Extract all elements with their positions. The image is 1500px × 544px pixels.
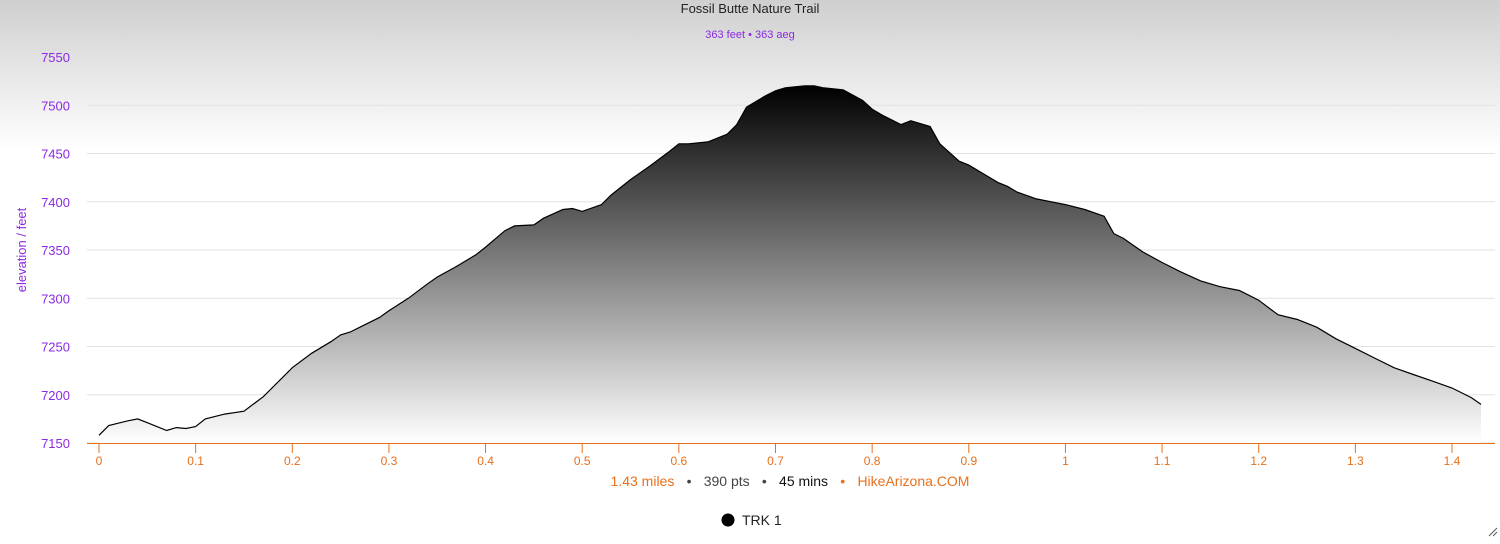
footer-separator: •: [679, 473, 699, 489]
elevation-series-line[interactable]: [98, 85, 1482, 436]
y-tick-label: 7200: [41, 388, 70, 403]
y-axis-ticks: 7150 7200 7250 7300 7350 7400 7450 7500 7550: [41, 50, 70, 451]
x-tick-label: 0.5: [574, 454, 591, 468]
y-tick-label: 7400: [41, 195, 70, 210]
y-tick-label: 7350: [41, 243, 70, 258]
legend-label[interactable]: TRK 1: [742, 512, 782, 528]
footer-site-link[interactable]: HikeArizona.COM: [857, 473, 969, 489]
footer-time: 45 mins: [779, 473, 828, 489]
x-tick-label: 1.2: [1250, 454, 1267, 468]
chart-subtitle: 363 feet • 363 aeg: [705, 29, 794, 41]
x-tick-label: 0.8: [864, 454, 881, 468]
chart-title: Fossil Butte Nature Trail: [681, 1, 820, 16]
footer-separator: •: [754, 473, 774, 489]
y-axis-label: elevation / feet: [14, 207, 29, 292]
x-tick-label: 0.6: [671, 454, 688, 468]
y-tick-label: 7500: [41, 98, 70, 113]
y-tick-label: 7550: [41, 50, 70, 65]
y-tick-label: 7250: [41, 340, 70, 355]
x-tick-label: 0.4: [477, 454, 494, 468]
x-tick-label: 1.4: [1444, 454, 1461, 468]
footer-distance: 1.43 miles: [611, 473, 675, 489]
footer-points: 390 pts: [704, 473, 750, 489]
y-tick-label: 7300: [41, 291, 70, 306]
footer-separator: •: [833, 473, 853, 489]
y-tick-label: 7150: [41, 436, 70, 451]
plot-area: [98, 85, 1482, 444]
x-tick-label: 0.7: [767, 454, 784, 468]
x-tick-label: 1.1: [1154, 454, 1171, 468]
x-tick-label: 0.3: [381, 454, 398, 468]
x-tick-label: 0: [96, 454, 103, 468]
y-tick-label: 7450: [41, 147, 70, 162]
footer-info: 1.43 miles • 390 pts • 45 mins • HikeAri…: [611, 473, 970, 490]
x-tick-label: 0.1: [187, 454, 204, 468]
x-tick-label: 0.9: [960, 454, 977, 468]
legend[interactable]: TRK 1: [721, 512, 782, 528]
elevation-area-fill: [99, 85, 1481, 444]
x-tick-label: 0.2: [284, 454, 301, 468]
x-tick-label: 1: [1062, 454, 1069, 468]
x-axis-ticks: 0 0.1 0.2 0.3 0.4 0.5 0.6 0.7 0.8 0.9 1 1.1 1.2 1.3 1.…: [87, 443, 1495, 468]
resize-handle-icon[interactable]: [1488, 527, 1498, 537]
legend-marker-icon: [721, 513, 735, 527]
x-tick-label: 1.3: [1347, 454, 1364, 468]
